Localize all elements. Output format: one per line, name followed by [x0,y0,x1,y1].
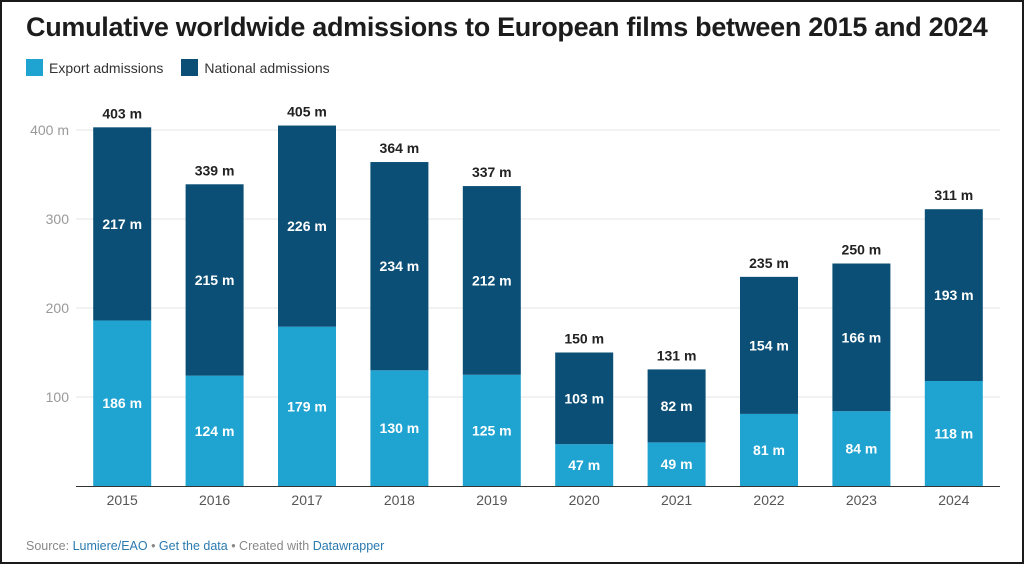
data-label-national: 82 m [661,398,693,414]
data-label-export: 47 m [568,457,600,473]
y-tick-label: 400 m [30,122,69,138]
x-tick-label: 2022 [753,492,784,508]
data-label-national: 212 m [472,272,512,288]
data-label-export: 84 m [845,441,877,457]
data-label-national: 103 m [564,390,604,406]
x-tick-label: 2017 [291,492,322,508]
x-tick-label: 2016 [199,492,230,508]
x-tick-label: 2015 [107,492,138,508]
x-tick-label: 2020 [569,492,600,508]
legend-label-national: National admissions [204,59,330,76]
bar-export [832,411,891,486]
data-label-total: 405 m [287,104,327,120]
y-tick-label: 100 [46,389,70,405]
y-tick-label: 300 [46,211,70,227]
bar-export [370,370,429,486]
data-label-total: 403 m [102,105,142,121]
data-label-national: 154 m [749,337,789,353]
x-tick-label: 2024 [938,492,969,508]
bar-export [462,374,521,486]
y-tick-label: 200 [46,300,70,316]
legend-swatch-export [26,59,43,76]
bar-export [185,375,244,486]
data-label-total: 339 m [195,162,235,178]
bar-export [647,442,706,486]
data-label-export: 118 m [934,425,973,441]
data-label-total: 311 m [934,187,973,203]
data-label-total: 235 m [749,255,789,271]
footer-separator: • [147,539,159,553]
data-label-export: 124 m [195,423,235,439]
bar-export [924,380,983,486]
legend-item-national: National admissions [181,59,330,76]
bar-national [740,276,798,414]
footer: Source: Lumiere/EAO • Get the data • Cre… [26,539,384,553]
legend: Export admissions National admissions [26,59,348,76]
bar-export [555,444,614,486]
bar-national [832,263,891,412]
data-label-national: 226 m [287,218,327,234]
legend-label-export: Export admissions [49,59,164,76]
data-label-export: 49 m [661,456,693,472]
get-data-link[interactable]: Get the data [158,539,228,553]
source-link[interactable]: Lumiere/EAO [72,539,148,553]
bar-export [278,326,336,486]
data-label-total: 250 m [842,242,882,258]
x-tick-label: 2023 [846,492,877,508]
data-label-national: 234 m [380,258,420,274]
bar-export [740,413,798,486]
x-tick-label: 2021 [661,492,692,508]
legend-item-export: Export admissions [26,59,163,76]
legend-swatch-national [181,59,199,76]
bar-national [93,127,152,321]
data-label-national: 166 m [842,329,882,345]
data-label-export: 130 m [380,420,420,436]
x-tick-label: 2019 [476,492,507,508]
bar-export [93,320,152,486]
bar-national [647,369,706,443]
data-label-export: 186 m [102,395,142,411]
data-label-total: 131 m [657,347,697,363]
bar-chart: 100 200 300 400 m 186 m 217 m 403 m 2015 124 m 21… [30,104,1000,508]
data-label-national: 215 m [195,272,235,288]
bar-national [185,184,244,376]
x-tick-label: 2018 [384,492,415,508]
bar-national [555,352,614,445]
data-label-total: 337 m [472,164,512,180]
data-label-total: 364 m [380,140,420,156]
data-label-export: 81 m [753,442,785,458]
data-label-export: 125 m [472,422,512,438]
datawrapper-link[interactable]: Datawrapper [312,539,385,553]
footer-prefix: Source: [26,539,73,553]
data-label-export: 179 m [287,398,327,414]
bar-national [462,186,521,375]
data-label-national: 193 m [934,287,974,303]
data-label-total: 150 m [564,331,604,347]
footer-created-with: • Created with [227,539,313,553]
bar-national [370,162,429,371]
data-label-national: 217 m [102,216,142,232]
chart-title: Cumulative worldwide admissions to Europ… [26,12,988,42]
bar-national [278,125,336,327]
bar-national [924,209,983,381]
